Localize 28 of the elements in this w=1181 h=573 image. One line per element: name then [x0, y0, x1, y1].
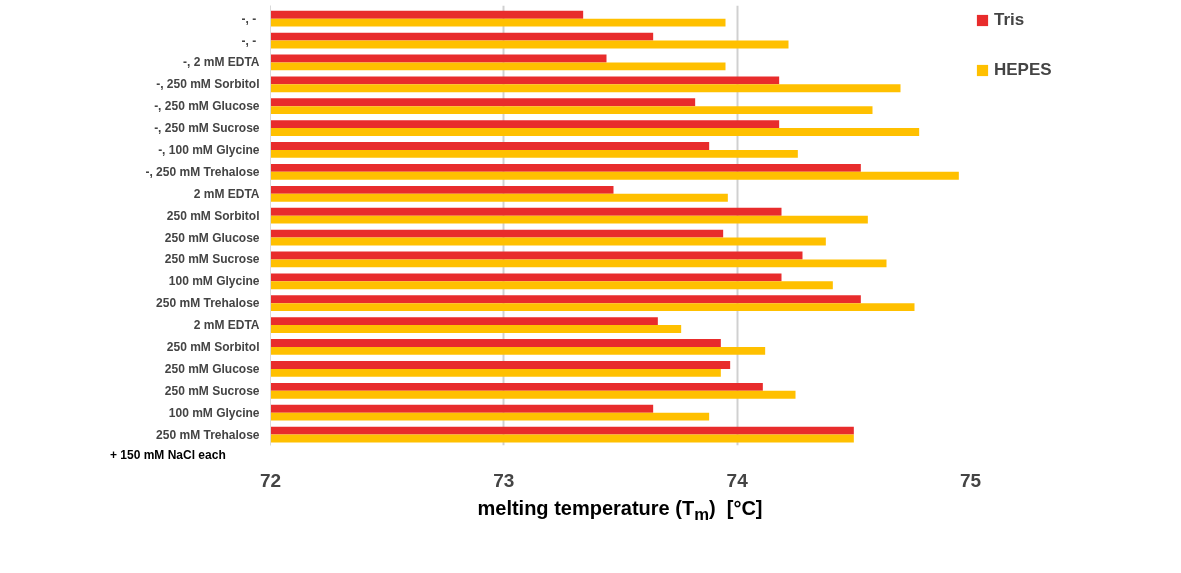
y-tick-label: -, 250 mM Sorbitol — [156, 77, 260, 92]
y-tick-label: -, 100 mM Glycine — [158, 142, 260, 157]
y-tick-label: 250 mM Trehalose — [156, 296, 260, 311]
y-tick-label: 250 mM Glucose — [164, 230, 260, 245]
x-axis-title: melting temperature (T$_{m}$) [°C] — [477, 496, 763, 527]
y-tick-label: -, 250 mM Glucose — [154, 99, 260, 114]
legend-label: Tris — [994, 10, 1025, 30]
x-tick-label: 75 — [959, 469, 982, 491]
x-tick-label: 72 — [259, 469, 282, 491]
y-tick-label: 2 mM EDTA — [193, 186, 260, 201]
y-tick-label: -, 250 mM Sucrose — [154, 121, 260, 136]
y-tick-label: -, 2 mM EDTA — [183, 55, 260, 70]
y-tick-label: -, 250 mM Trehalose — [145, 164, 260, 179]
y-tick-label: 250 mM Glucose — [164, 361, 260, 376]
text: + 150 mM NaCl each — [110, 447, 226, 464]
y-tick-label: 250 mM Sucrose — [164, 383, 260, 398]
y-tick-label: 250 mM Sorbitol — [166, 339, 260, 354]
y-tick-label: 250 mM Sorbitol — [166, 208, 260, 223]
y-tick-label: -, - — [241, 11, 257, 26]
x-tick-label: 73 — [493, 469, 515, 491]
y-tick-label: -, - — [241, 33, 257, 48]
x-tick-label: 74 — [726, 469, 749, 491]
y-tick-label: 100 mM Glycine — [168, 405, 260, 420]
y-tick-label: 250 mM Trehalose — [156, 427, 260, 442]
y-tick-label: 250 mM Sucrose — [164, 252, 260, 267]
y-tick-label: 100 mM Glycine — [168, 274, 260, 289]
legend-label: HEPES — [994, 60, 1052, 80]
y-tick-label: 2 mM EDTA — [193, 318, 260, 333]
